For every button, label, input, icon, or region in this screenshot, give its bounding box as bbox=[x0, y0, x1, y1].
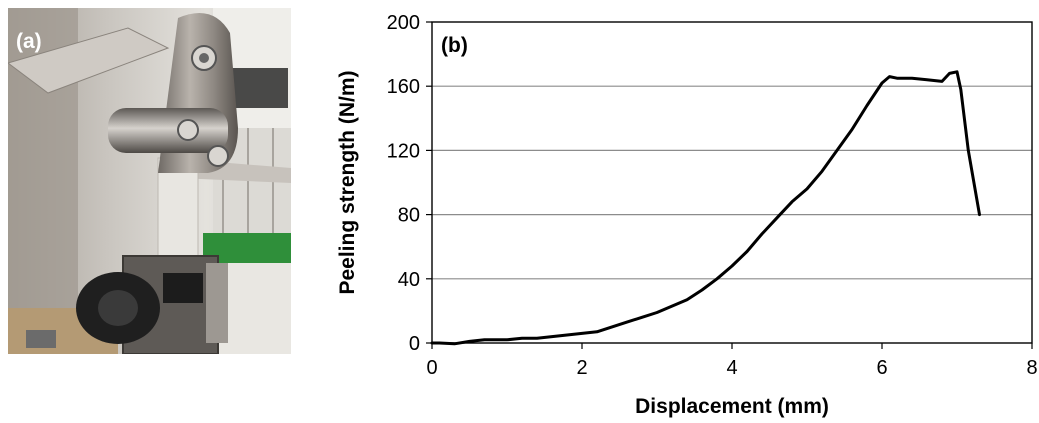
y-tick-label-0: 0 bbox=[409, 333, 420, 355]
x-tick-label-0: 0 bbox=[426, 357, 437, 379]
plot-area-frame bbox=[431, 21, 1033, 344]
x-axis-title: Displacement (mm) bbox=[635, 395, 829, 418]
y-tick-label-160: 160 bbox=[387, 76, 420, 98]
chart-panel-b: 0 40 80 120 160 200 0 2 4 6 8 (b) Displacement (mm… bbox=[300, 0, 1039, 423]
panel-b-label: (b) bbox=[441, 34, 468, 57]
y-tick-label-40: 40 bbox=[398, 269, 420, 291]
x-tick-label-8: 8 bbox=[1026, 357, 1037, 379]
series-line-peeling-strength bbox=[430, 70, 981, 346]
x-tick-label-4: 4 bbox=[726, 357, 737, 379]
photo-panel-a: (a) bbox=[8, 8, 291, 354]
grid-lines bbox=[432, 85, 1032, 280]
y-tick-label-200: 200 bbox=[387, 12, 420, 34]
y-tick-label-80: 80 bbox=[398, 205, 420, 227]
y-axis-title: Peeling strength (N/m) bbox=[336, 70, 359, 294]
x-tick-label-2: 2 bbox=[576, 357, 587, 379]
peeled-film-strip bbox=[157, 157, 199, 269]
panel-a-label: (a) bbox=[16, 30, 42, 53]
axis-ticks: 0 40 80 120 160 200 0 2 4 6 8 bbox=[387, 12, 1038, 379]
x-tick-label-6: 6 bbox=[876, 357, 887, 379]
y-tick-label-120: 120 bbox=[387, 140, 420, 162]
peeling-strength-chart: 0 40 80 120 160 200 0 2 4 6 8 (b) Displacement (mm… bbox=[336, 12, 1038, 418]
roller bbox=[108, 108, 228, 153]
peel-test-rig-photo: (a) bbox=[8, 8, 291, 354]
